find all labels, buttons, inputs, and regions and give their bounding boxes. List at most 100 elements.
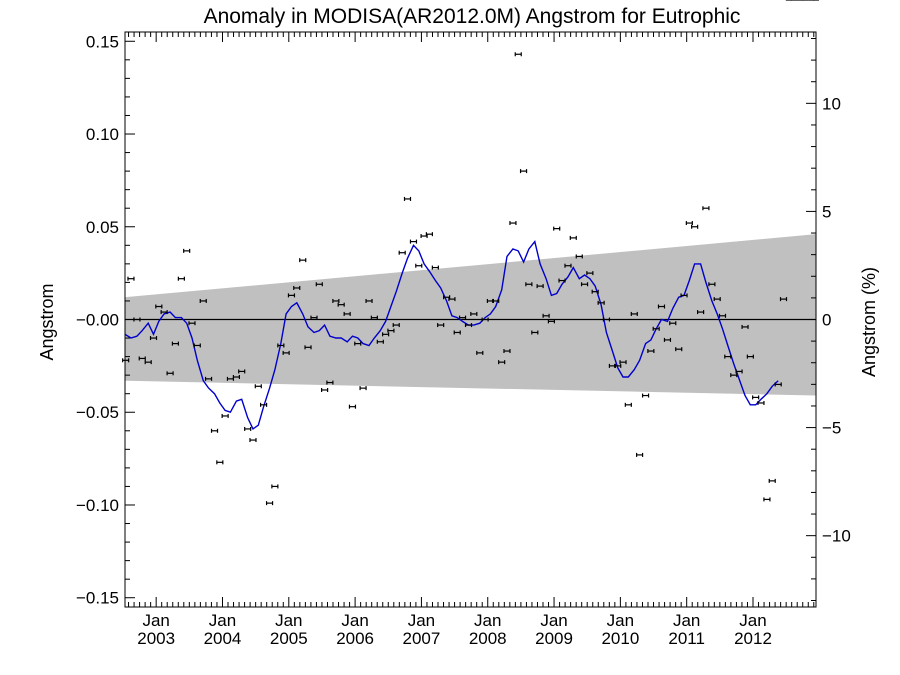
data-point bbox=[614, 363, 622, 368]
data-point bbox=[310, 315, 318, 320]
plot-area: 0.15 0.10 0.05 −0.00 −0.05 −0.10 −0.15 10 5 0 −5 −1… bbox=[76, 0, 851, 648]
data-point bbox=[144, 360, 152, 365]
smoothed-anomaly-line bbox=[124, 240, 779, 430]
data-point bbox=[685, 221, 693, 226]
data-point bbox=[525, 282, 533, 287]
data-point bbox=[730, 373, 738, 378]
x-tick-year-label: 2003 bbox=[137, 629, 175, 648]
data-point bbox=[359, 386, 367, 391]
x-tick-month-label: Jan bbox=[607, 611, 634, 630]
data-point bbox=[602, 317, 611, 322]
data-point bbox=[448, 297, 456, 302]
data-point bbox=[293, 285, 301, 290]
data-point bbox=[249, 438, 257, 443]
data-point bbox=[779, 297, 788, 302]
data-point bbox=[271, 484, 279, 489]
data-point bbox=[299, 258, 307, 263]
data-point bbox=[370, 315, 378, 320]
data-point bbox=[171, 341, 179, 346]
data-point bbox=[768, 478, 776, 483]
data-point bbox=[470, 311, 478, 316]
data-point bbox=[326, 380, 334, 385]
data-point bbox=[304, 345, 312, 350]
data-point bbox=[387, 328, 395, 333]
data-point bbox=[763, 497, 771, 502]
data-point bbox=[425, 232, 433, 237]
x-tick-year-label: 2005 bbox=[270, 629, 308, 648]
data-point bbox=[514, 52, 522, 57]
data-point bbox=[741, 324, 749, 329]
data-point bbox=[238, 369, 246, 374]
x-tick-month-label: Jan bbox=[673, 611, 700, 630]
data-point bbox=[647, 349, 655, 354]
data-point bbox=[188, 321, 196, 326]
y-tick-label: −0.15 bbox=[76, 589, 119, 608]
data-point bbox=[210, 428, 219, 433]
x-tick-month-label: Jan bbox=[540, 611, 567, 630]
data-point bbox=[193, 343, 201, 348]
data-point bbox=[337, 302, 345, 307]
data-point bbox=[254, 384, 262, 389]
data-point bbox=[321, 387, 329, 392]
data-point bbox=[569, 235, 577, 240]
data-point bbox=[392, 323, 400, 328]
data-point bbox=[619, 360, 627, 365]
x-tick-month-label: Jan bbox=[275, 611, 302, 630]
data-point bbox=[127, 276, 135, 281]
x-tick-month-label: Jan bbox=[408, 611, 435, 630]
data-point bbox=[287, 293, 296, 298]
data-point bbox=[244, 426, 252, 431]
x-tick-month-label: Jan bbox=[209, 611, 236, 630]
data-point bbox=[166, 371, 174, 376]
data-point bbox=[757, 400, 765, 405]
data-point bbox=[713, 297, 721, 302]
data-point bbox=[332, 298, 340, 303]
x-tick-year-label: 2008 bbox=[469, 629, 507, 648]
x-tick-year-label: 2007 bbox=[403, 629, 441, 648]
data-point bbox=[746, 354, 754, 359]
data-point bbox=[415, 263, 423, 268]
data-point bbox=[724, 354, 732, 359]
data-point bbox=[542, 313, 550, 318]
data-point bbox=[735, 369, 743, 374]
data-point bbox=[492, 298, 500, 303]
data-point bbox=[216, 460, 224, 465]
chart-title: Anomaly in MODISA(AR2012.0M) Angstrom fo… bbox=[204, 5, 741, 28]
x-tick-year-label: 2012 bbox=[734, 629, 772, 648]
data-point bbox=[498, 360, 506, 365]
y-axis-label: Angstrom bbox=[37, 283, 57, 360]
y-tick-label: −0.00 bbox=[76, 311, 119, 330]
data-point bbox=[669, 321, 677, 326]
x-tick-year-label: 2010 bbox=[601, 629, 639, 648]
data-point bbox=[564, 263, 572, 268]
data-point bbox=[586, 271, 594, 276]
x-tick-year-label: 2011 bbox=[668, 629, 705, 648]
data-point bbox=[398, 250, 406, 255]
data-point bbox=[575, 254, 583, 259]
data-point bbox=[409, 239, 418, 244]
data-point bbox=[641, 393, 650, 398]
data-point bbox=[691, 224, 699, 229]
data-point bbox=[149, 336, 158, 341]
data-point bbox=[636, 452, 644, 457]
y-right-tick-label: 5 bbox=[822, 202, 831, 221]
data-point bbox=[597, 300, 605, 305]
x-tick-year-label: 2004 bbox=[204, 629, 242, 648]
data-point bbox=[680, 293, 688, 298]
data-point bbox=[155, 304, 163, 309]
data-point bbox=[122, 358, 130, 363]
data-point bbox=[138, 356, 146, 361]
data-point bbox=[580, 282, 589, 287]
data-point bbox=[453, 330, 461, 335]
data-point bbox=[199, 298, 207, 303]
data-point bbox=[382, 332, 390, 337]
y-tick-label: 0.15 bbox=[86, 32, 119, 51]
y-tick-label: −0.05 bbox=[76, 403, 119, 422]
x-tick-month-label: Jan bbox=[739, 611, 766, 630]
data-point bbox=[624, 402, 632, 407]
data-point bbox=[221, 413, 229, 418]
data-point bbox=[183, 248, 191, 253]
data-point bbox=[376, 339, 384, 344]
data-point bbox=[277, 343, 285, 348]
data-point bbox=[348, 404, 357, 409]
